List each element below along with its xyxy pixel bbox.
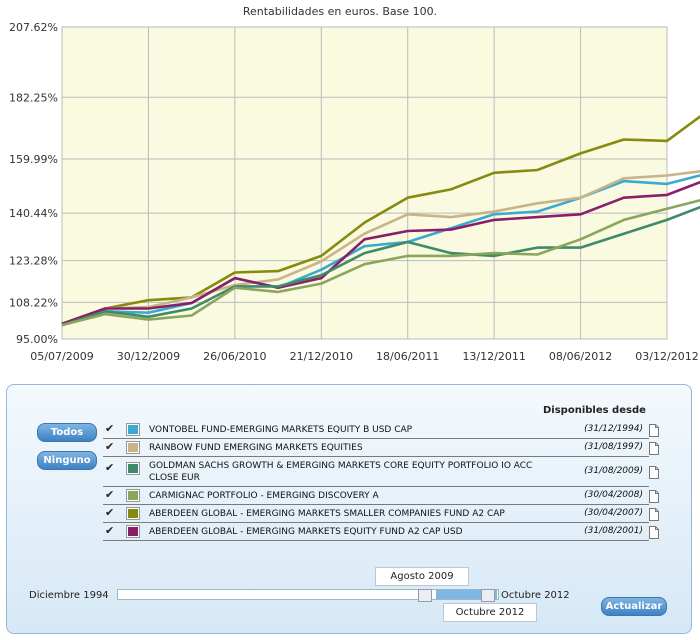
document-icon[interactable] xyxy=(649,524,659,539)
x-tick-label: 30/12/2009 xyxy=(117,350,180,363)
document-icon[interactable] xyxy=(649,422,659,437)
y-tick-label: 182.25% xyxy=(9,91,58,104)
series-line xyxy=(61,169,700,326)
performance-chart: Rentabilidades en euros. Base 100. 95.00… xyxy=(9,5,700,363)
chart-title: Rentabilidades en euros. Base 100. xyxy=(243,5,437,18)
fund-name: ABERDEEN GLOBAL - EMERGING MARKETS SMALL… xyxy=(149,509,505,519)
update-button[interactable]: Actualizar xyxy=(601,597,667,616)
fund-checkbox[interactable]: ✔ xyxy=(105,524,115,537)
x-tick-label: 08/06/2012 xyxy=(549,350,612,363)
series-line xyxy=(61,205,700,327)
series-line xyxy=(61,114,700,326)
fund-row[interactable]: ✔ RAINBOW FUND EMERGING MARKETS EQUITIES… xyxy=(103,440,649,457)
fund-row[interactable]: ✔ ABERDEEN GLOBAL - EMERGING MARKETS EQU… xyxy=(103,524,649,541)
series-line xyxy=(61,174,700,326)
date-range-slider[interactable] xyxy=(117,589,499,602)
select-all-button[interactable]: Todos xyxy=(37,423,97,442)
fund-available-date: (31/12/1994) xyxy=(584,424,643,434)
document-icon[interactable] xyxy=(649,464,659,479)
slider-start-handle[interactable] xyxy=(418,589,432,602)
fund-checkbox[interactable]: ✔ xyxy=(105,506,115,519)
selected-start-label: Agosto 2009 xyxy=(375,567,469,586)
fund-name: RAINBOW FUND EMERGING MARKETS EQUITIES xyxy=(149,443,363,453)
fund-color-swatch xyxy=(126,441,140,454)
available-since-header: Disponibles desde xyxy=(543,405,646,416)
slider-selected-range xyxy=(436,590,497,599)
fund-available-date: (31/08/1997) xyxy=(584,442,643,452)
document-icon[interactable] xyxy=(649,440,659,455)
fund-color-swatch xyxy=(126,507,140,520)
y-tick-label: 95.00% xyxy=(16,333,58,346)
fund-color-swatch xyxy=(126,525,140,538)
slider-end-handle[interactable] xyxy=(481,589,495,602)
fund-row[interactable]: ✔ ABERDEEN GLOBAL - EMERGING MARKETS SMA… xyxy=(103,506,649,523)
fund-color-swatch xyxy=(126,489,140,502)
fund-row[interactable]: ✔ GOLDMAN SACHS GROWTH & EMERGING MARKET… xyxy=(103,458,649,487)
fund-name: VONTOBEL FUND-EMERGING MARKETS EQUITY B … xyxy=(149,425,413,435)
fund-available-date: (31/08/2001) xyxy=(584,526,643,536)
range-start-label: Diciembre 1994 xyxy=(29,590,109,601)
document-icon[interactable] xyxy=(649,488,659,503)
series-line xyxy=(61,180,700,326)
x-tick-label: 21/12/2010 xyxy=(290,350,353,363)
fund-available-date: (31/08/2009) xyxy=(584,466,643,476)
fund-name: ABERDEEN GLOBAL - EMERGING MARKETS EQUIT… xyxy=(149,527,463,537)
x-tick-label: 18/06/2011 xyxy=(376,350,439,363)
document-icon[interactable] xyxy=(649,506,659,521)
fund-row[interactable]: ✔ CARMIGNAC PORTFOLIO - EMERGING DISCOVE… xyxy=(103,488,649,505)
y-tick-label: 159.99% xyxy=(9,153,58,166)
fund-row[interactable]: ✔ VONTOBEL FUND-EMERGING MARKETS EQUITY … xyxy=(103,422,649,439)
series-line xyxy=(61,198,700,327)
fund-name: GOLDMAN SACHS GROWTH & EMERGING MARKETS … xyxy=(149,461,533,483)
y-tick-label: 207.62% xyxy=(9,21,58,34)
x-tick-label: 03/12/2012 xyxy=(635,350,698,363)
fund-color-swatch xyxy=(126,462,140,475)
fund-color-swatch xyxy=(126,423,140,436)
fund-available-date: (30/04/2008) xyxy=(584,490,643,500)
x-tick-label: 13/12/2011 xyxy=(462,350,525,363)
fund-selection-panel: Todos Ninguno Disponibles desde ✔ VONTOB… xyxy=(6,384,692,634)
x-tick-label: 26/06/2010 xyxy=(203,350,266,363)
fund-checkbox[interactable]: ✔ xyxy=(105,422,115,435)
selected-end-label: Octubre 2012 xyxy=(443,603,537,622)
fund-name: CARMIGNAC PORTFOLIO - EMERGING DISCOVERY… xyxy=(149,491,379,501)
fund-available-date: (30/04/2007) xyxy=(584,508,643,518)
fund-checkbox[interactable]: ✔ xyxy=(105,488,115,501)
y-tick-label: 140.44% xyxy=(9,207,58,220)
y-tick-label: 123.28% xyxy=(9,255,58,268)
x-tick-label: 05/07/2009 xyxy=(30,350,93,363)
plot-area xyxy=(61,26,668,340)
fund-checkbox[interactable]: ✔ xyxy=(105,461,115,474)
range-end-label: Octubre 2012 xyxy=(501,590,570,601)
y-tick-label: 108.22% xyxy=(9,296,58,309)
select-none-button[interactable]: Ninguno xyxy=(37,451,97,470)
fund-checkbox[interactable]: ✔ xyxy=(105,440,115,453)
